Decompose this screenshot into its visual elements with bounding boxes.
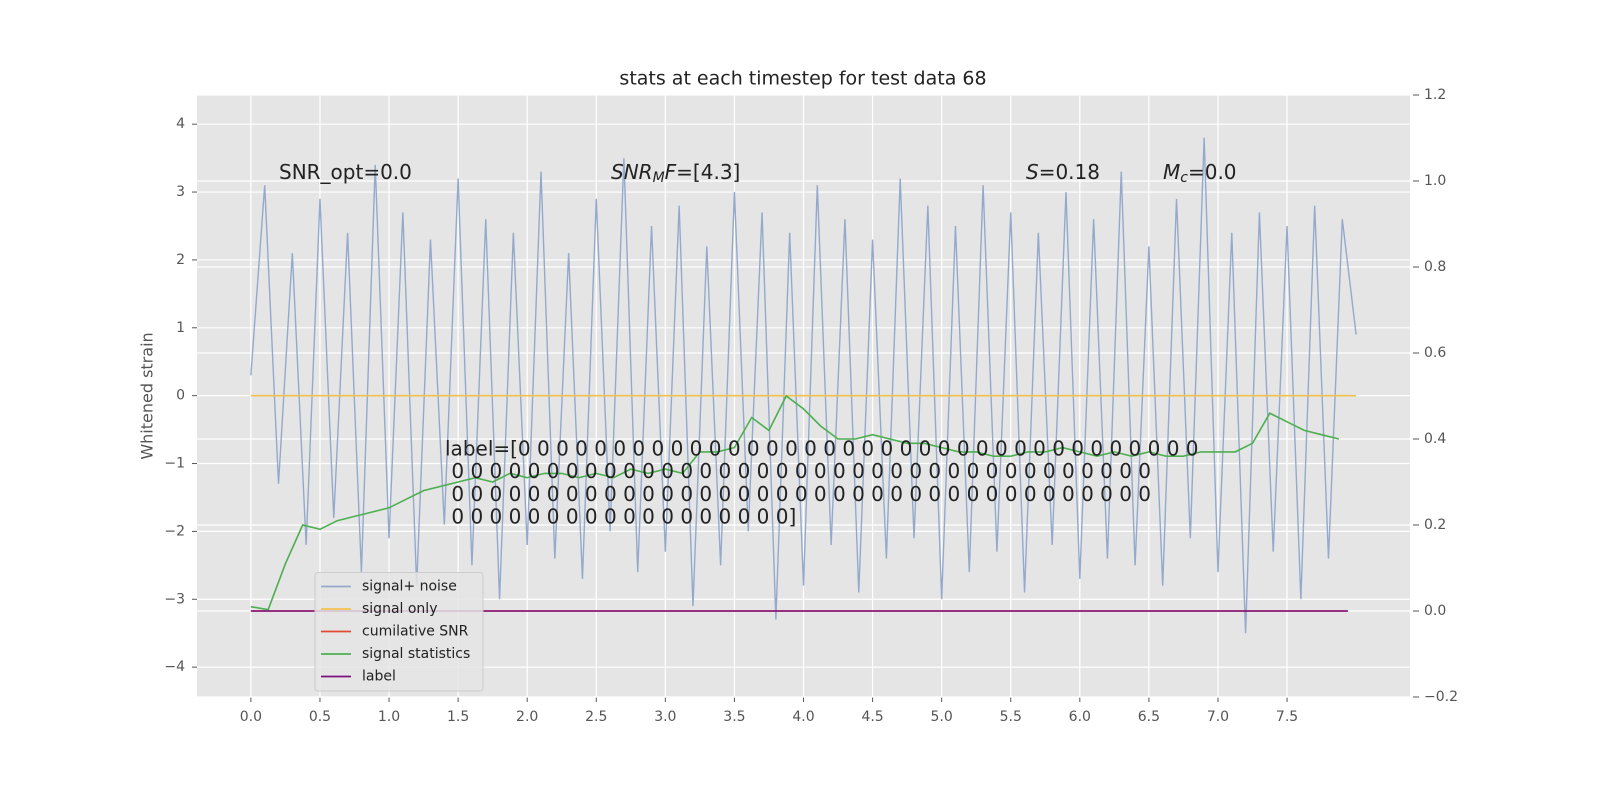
annotation-part: M: [653, 170, 665, 186]
y-axis-label: Whitened strain: [138, 332, 157, 459]
x-tick-label: 3.5: [723, 709, 745, 725]
y-tick-label: 4: [176, 116, 185, 132]
annotation-part: M: [1163, 160, 1180, 184]
annotation-part: =0.0: [1188, 160, 1237, 184]
y-tick-label: 2: [176, 252, 185, 268]
x-tick-label: 4.5: [861, 709, 883, 725]
label-text: 0 0 0 0 0 0 0 0 0 0 0 0 0 0 0 0 0 0 0 0 …: [445, 482, 1151, 506]
annotation: SNRMF=[4.3]: [611, 160, 740, 187]
y-tick-label: −3: [164, 591, 185, 607]
y2-tick-label: −0.2: [1424, 689, 1458, 705]
legend-label: signal+ noise: [362, 579, 457, 595]
annotation-part: F: [665, 160, 677, 184]
annotation-part: S: [1026, 160, 1039, 184]
legend-label: cumilative SNR: [362, 624, 469, 640]
y-tick-label: −4: [164, 659, 185, 675]
legend-label: signal only: [362, 601, 437, 617]
x-tick-label: 6.0: [1069, 709, 1091, 725]
y2-tick-label: 0.0: [1424, 603, 1446, 619]
x-tick-label: 7.0: [1207, 709, 1229, 725]
annotation-part: =[4.3]: [676, 160, 740, 184]
legend-box: [314, 572, 484, 692]
x-tick-label: 2.5: [585, 709, 607, 725]
x-tick-label: 0.5: [309, 709, 331, 725]
y-tick-label: 0: [176, 388, 185, 404]
y2-tick-label: 1.2: [1424, 87, 1446, 103]
x-tick-label: 5.5: [1000, 709, 1022, 725]
x-tick-label: 5.0: [931, 709, 953, 725]
y-tick-label: −2: [164, 523, 185, 539]
x-tick-label: 4.0: [792, 709, 814, 725]
annotation: S=0.18: [1026, 160, 1100, 184]
annotation-part: =0.18: [1039, 160, 1100, 184]
legend-label: label: [362, 669, 396, 685]
annotation-part: c: [1180, 170, 1188, 186]
x-tick-label: 0.0: [240, 709, 262, 725]
x-tick-label: 2.0: [516, 709, 538, 725]
label-text: 0 0 0 0 0 0 0 0 0 0 0 0 0 0 0 0 0 0 0 0 …: [445, 459, 1151, 483]
series-line: [250, 137, 1357, 634]
y-tick-label: 1: [176, 320, 185, 336]
annotation: Mc=0.0: [1163, 160, 1237, 187]
x-tick-label: 7.5: [1276, 709, 1298, 725]
x-tick-label: 1.5: [447, 709, 469, 725]
label-text: label=[0 0 0 0 0 0 0 0 0 0 0 0 0 0 0 0 0…: [445, 437, 1199, 461]
legend-label: signal statistics: [362, 646, 470, 662]
y2-tick-label: 0.6: [1424, 345, 1446, 361]
annotation: SNR_opt=0.0: [279, 160, 412, 184]
y-tick-label: −1: [164, 456, 185, 472]
y2-tick-label: 0.4: [1424, 431, 1446, 447]
chart-title: stats at each timestep for test data 68: [619, 68, 986, 90]
series-line: [250, 394, 1340, 611]
annotation-part: SNR_opt=0.0: [279, 160, 412, 184]
y2-tick-label: 0.2: [1424, 517, 1446, 533]
x-tick-label: 3.0: [654, 709, 676, 725]
y2-tick-label: 1.0: [1424, 173, 1446, 189]
label-text: 0 0 0 0 0 0 0 0 0 0 0 0 0 0 0 0 0 0]: [445, 505, 796, 529]
y2-tick-label: 0.8: [1424, 259, 1446, 275]
annotation-part: SNR: [611, 160, 653, 184]
x-tick-label: 6.5: [1138, 709, 1160, 725]
x-tick-label: 1.0: [378, 709, 400, 725]
y-tick-label: 3: [176, 184, 185, 200]
